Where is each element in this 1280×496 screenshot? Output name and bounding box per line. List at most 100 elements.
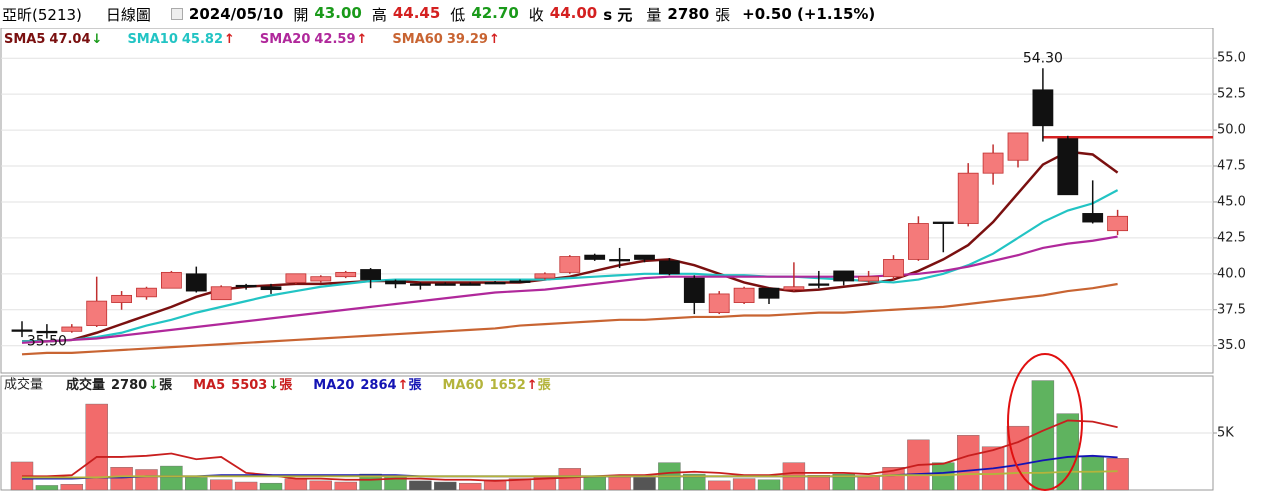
legend-unit: 張 (538, 378, 552, 393)
candle-body (534, 273, 556, 279)
volume-bar (35, 485, 59, 491)
volume-bar (334, 481, 357, 491)
candle-body (609, 259, 630, 262)
volume-bar (558, 468, 581, 491)
ma-line (21, 282, 1118, 356)
legend-value: 2864 (360, 378, 396, 393)
candle-body (683, 277, 705, 303)
volume-bar (708, 480, 731, 491)
stock-name: 亞昕(5213) (2, 5, 82, 24)
candle-body (260, 286, 282, 291)
legend-name: SMA5 (4, 32, 45, 47)
quote-value: 43.00 (314, 3, 362, 22)
legend-trend: ↓ (268, 378, 279, 393)
candle-body (385, 280, 406, 285)
legend-name: SMA20 (260, 32, 310, 47)
candle-body (86, 300, 108, 326)
candle-body (484, 282, 506, 285)
volume-bar (608, 474, 631, 491)
candle-body (1007, 132, 1029, 161)
candle-body (982, 152, 1004, 174)
candle-body (285, 273, 307, 283)
header: 亞昕(5213) 日線圖 2024/05/10 開 43.00 高 44.45 低 42.… (0, 0, 1280, 28)
volume-bar (508, 478, 532, 491)
ma-line (22, 419, 1118, 482)
legend-value: 42.59 (314, 32, 355, 47)
ma-line (22, 150, 1119, 343)
volume-bar (85, 403, 108, 491)
legend-unit: 張 (408, 378, 422, 393)
quote-label: 高 (371, 5, 387, 24)
legend-value: 1652 (490, 378, 526, 393)
candle-body (858, 276, 879, 282)
volume-bar (209, 479, 233, 491)
checkbox[interactable] (170, 8, 183, 20)
volume-bar (1081, 456, 1104, 491)
candle-body (733, 287, 755, 303)
y-tick-label: 55.0 (1217, 51, 1246, 66)
volume-bar (135, 469, 158, 491)
legend-trend: ↑ (357, 32, 368, 47)
candle-body (434, 283, 456, 286)
candle-body (634, 254, 655, 260)
candle-body (1057, 138, 1079, 196)
legend-value: 39.29 (447, 32, 488, 47)
highlight-ellipse (1007, 353, 1083, 491)
volume-bar (882, 467, 905, 491)
ma-line (22, 189, 1119, 343)
candle-body (584, 254, 606, 260)
volume-bar (60, 484, 83, 491)
volume-bar (633, 477, 656, 491)
y-tick-label: 5K (1217, 426, 1234, 441)
candle-body (932, 221, 954, 224)
legend-entry: SMA60 39.29↑ (392, 32, 499, 47)
chart-name: 日線圖 (105, 5, 151, 24)
candle-body (1032, 89, 1054, 127)
legend-trend: ↓ (148, 378, 159, 393)
candle-body (1107, 215, 1128, 232)
quote-value: 44.45 (392, 3, 441, 22)
volume-bar (234, 481, 258, 491)
legend-trend: ↑ (489, 32, 500, 47)
candle-body (185, 273, 207, 292)
volume-bar (583, 476, 606, 491)
candle-body (160, 271, 182, 289)
volume-bar (434, 481, 457, 491)
unit: s 元 (603, 5, 633, 24)
candle-body (111, 294, 132, 303)
candle-body (808, 283, 830, 286)
volume-bar (359, 473, 382, 491)
volume-bar (857, 476, 880, 491)
legend-entry: MA5 5503↓張 (193, 378, 293, 393)
volume-bar (483, 479, 507, 491)
volume-bar (160, 465, 183, 491)
legend-value: 45.82 (182, 32, 223, 47)
candle-body (360, 269, 382, 280)
volume-bar (185, 477, 208, 491)
candle-body (559, 256, 581, 273)
legend-name: MA20 (313, 378, 354, 393)
legend-unit: 張 (159, 378, 173, 393)
candle-body (1082, 213, 1104, 223)
y-tick-label: 35.0 (1217, 338, 1246, 353)
legend-entry: 成交量 2780↓張 (66, 377, 173, 393)
volume-label: 量 (646, 5, 662, 24)
candle-body (459, 283, 481, 286)
candle-body (36, 330, 58, 334)
quote-label: 收 (528, 5, 544, 24)
ma-line (21, 235, 1118, 344)
legend-entry: SMA10 45.82↑ (127, 32, 234, 47)
candle-body (883, 259, 904, 278)
candle-body (659, 260, 680, 275)
y-tick-label: 52.5 (1217, 87, 1246, 102)
volume-bar (1106, 458, 1129, 491)
legend-name: SMA10 (127, 32, 177, 47)
volume: 2780 (667, 5, 710, 23)
candle-body (509, 280, 531, 283)
legend-trend: ↑ (398, 378, 409, 393)
candle-body (957, 172, 979, 224)
quote-value: 42.70 (471, 3, 519, 22)
date: 2024/05/10 (188, 5, 284, 23)
y-tick-label: 47.5 (1217, 159, 1246, 174)
